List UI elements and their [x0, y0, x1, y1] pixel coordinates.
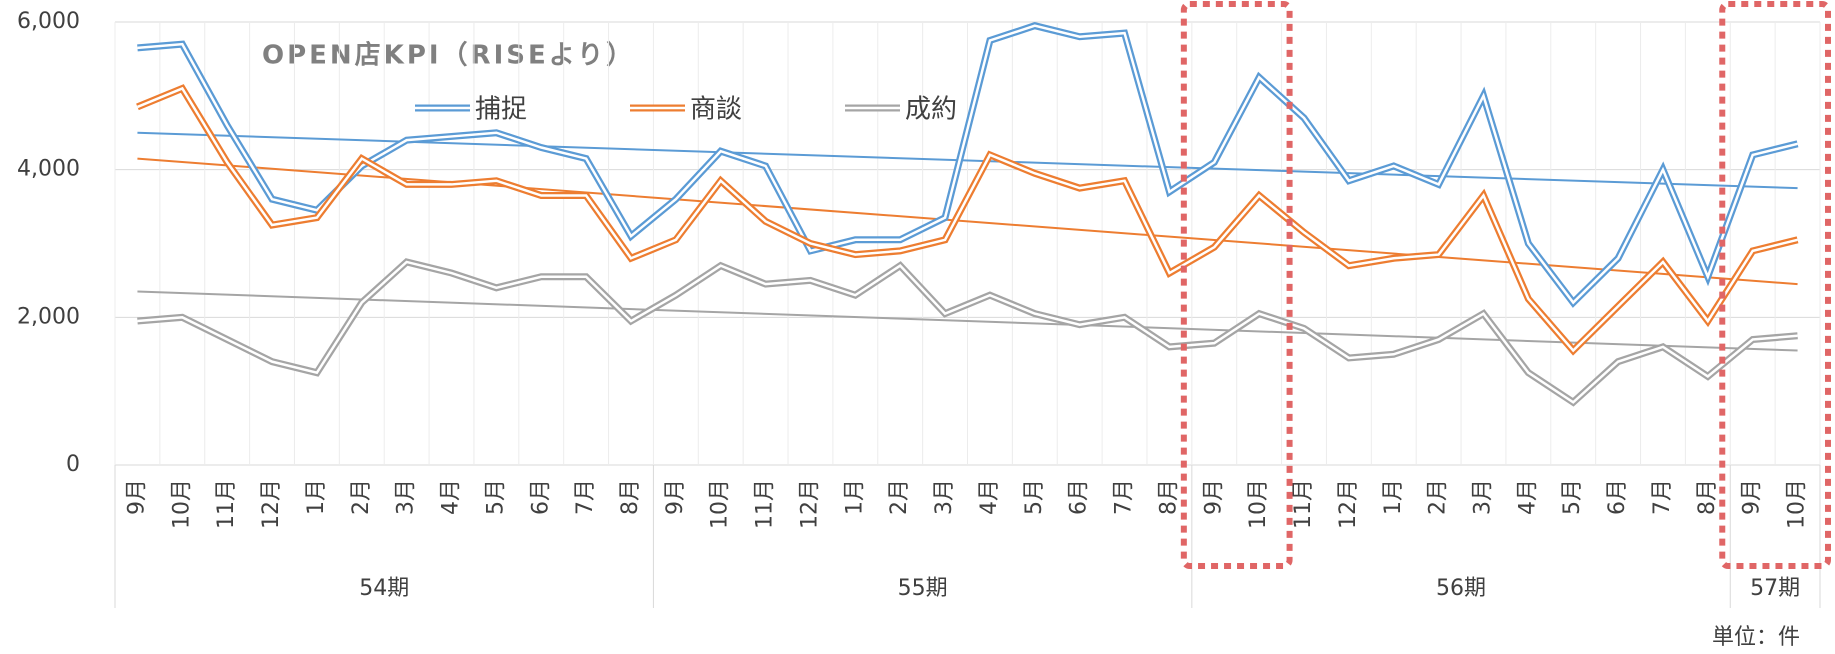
x-tick-label: 11月	[753, 479, 778, 529]
legend-label: 捕捉	[475, 95, 527, 125]
x-tick-label: 9月	[663, 479, 688, 515]
x-tick-label: 10月	[708, 479, 733, 529]
x-tick-label: 2月	[887, 479, 912, 515]
group-label: 57期	[1750, 576, 1800, 601]
x-tick-label: 12月	[797, 479, 822, 529]
x-tick-label: 7月	[1112, 479, 1137, 515]
x-tick-label: 3月	[932, 479, 957, 515]
y-tick-label: 6,000	[17, 9, 80, 34]
x-tick-label: 8月	[618, 479, 643, 515]
x-tick-label: 7月	[573, 479, 598, 515]
x-tick-label: 12月	[1336, 479, 1361, 529]
x-tick-label: 1月	[1381, 479, 1406, 515]
x-tick-label: 10月	[1785, 479, 1810, 529]
x-tick-label: 9月	[1740, 479, 1765, 515]
x-tick-label: 7月	[1650, 479, 1675, 515]
x-tick-label: 11月	[1291, 479, 1316, 529]
x-tick-label: 9月	[124, 479, 149, 515]
x-tick-label: 2月	[349, 479, 374, 515]
x-tick-label: 6月	[1067, 479, 1092, 515]
x-tick-label: 2月	[1426, 479, 1451, 515]
x-tick-label: 10月	[1246, 479, 1271, 529]
group-label: 56期	[1436, 576, 1486, 601]
x-tick-label: 4月	[439, 479, 464, 515]
x-tick-label: 10月	[169, 479, 194, 529]
series-line-inner	[137, 260, 1798, 404]
x-tick-label: 8月	[1695, 479, 1720, 515]
series-line-inner	[136, 86, 1798, 353]
highlight-box	[1180, 1, 1293, 569]
x-tick-label: 9月	[1201, 479, 1226, 515]
y-tick-label: 0	[66, 452, 80, 477]
x-tick-label: 3月	[1470, 479, 1495, 515]
series-line-inner	[137, 24, 1798, 305]
x-tick-label: 5月	[483, 479, 508, 515]
legend-label: 成約	[905, 95, 957, 125]
x-tick-label: 8月	[1156, 479, 1181, 515]
y-tick-label: 4,000	[17, 157, 80, 182]
legend-label: 商談	[690, 95, 742, 125]
x-tick-label: 6月	[528, 479, 553, 515]
x-tick-label: 1月	[842, 479, 867, 515]
x-tick-label: 3月	[394, 479, 419, 515]
x-tick-label: 4月	[1515, 479, 1540, 515]
x-tick-label: 11月	[214, 479, 239, 529]
trend-line	[137, 157, 1798, 286]
x-tick-label: 4月	[977, 479, 1002, 515]
group-label: 54期	[359, 576, 409, 601]
x-tick-label: 5月	[1022, 479, 1047, 515]
chart-title: OPEN店KPI（RISEより）	[262, 41, 635, 71]
x-tick-label: 1月	[304, 479, 329, 515]
x-tick-label: 5月	[1560, 479, 1585, 515]
x-tick-label: 6月	[1605, 479, 1630, 515]
trend-line	[137, 290, 1798, 352]
x-tick-label: 12月	[259, 479, 284, 529]
unit-label: 単位：件	[1712, 625, 1800, 650]
group-label: 55期	[898, 576, 948, 601]
y-tick-label: 2,000	[17, 304, 80, 329]
highlight-box	[1719, 1, 1832, 569]
